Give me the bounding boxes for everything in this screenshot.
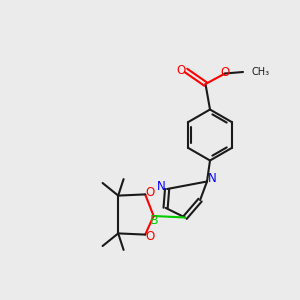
Text: O: O	[145, 186, 154, 200]
Text: O: O	[145, 230, 154, 243]
Text: B: B	[149, 214, 158, 227]
Text: O: O	[220, 65, 230, 79]
Text: O: O	[176, 64, 185, 77]
Text: N: N	[157, 179, 166, 193]
Text: CH₃: CH₃	[252, 67, 270, 77]
Text: N: N	[208, 172, 217, 185]
